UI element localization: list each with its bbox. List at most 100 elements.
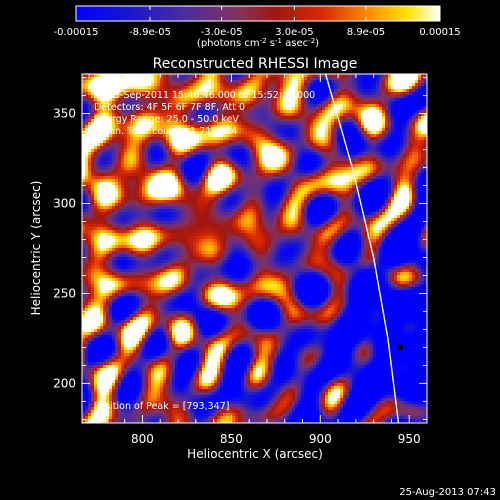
heatmap-cell xyxy=(331,149,335,153)
heatmap-cell xyxy=(340,185,344,189)
heatmap-cell xyxy=(280,134,284,138)
heatmap-cell xyxy=(328,191,332,195)
heatmap-cell xyxy=(286,101,290,105)
heatmap-cell xyxy=(376,152,380,156)
heatmap-cell xyxy=(304,176,308,180)
heatmap-cell xyxy=(220,164,224,168)
heatmap-cell xyxy=(295,188,299,192)
heatmap-cell xyxy=(148,128,152,132)
heatmap-cell xyxy=(415,80,419,84)
heatmap-cell xyxy=(373,95,377,99)
heatmap-cell xyxy=(331,77,335,81)
heatmap-cell xyxy=(229,161,233,165)
heatmap-cell xyxy=(208,137,212,141)
heatmap-cell xyxy=(145,92,149,96)
heatmap-cell xyxy=(397,122,401,126)
heatmap-cell xyxy=(190,152,194,156)
heatmap-cell xyxy=(172,113,176,117)
heatmap-cell xyxy=(244,146,248,150)
heatmap-cell xyxy=(223,80,227,84)
heatmap-cell xyxy=(229,107,233,111)
heatmap-cell xyxy=(202,116,206,120)
heatmap-cell xyxy=(283,170,287,174)
heatmap-cell xyxy=(175,80,179,84)
heatmap-cell xyxy=(91,80,95,84)
heatmap-cell xyxy=(379,155,383,159)
heatmap-cell xyxy=(118,131,122,135)
heatmap-cell xyxy=(187,83,191,87)
heatmap-cell xyxy=(229,122,233,126)
heatmap-cell xyxy=(217,197,221,201)
heatmap-cell xyxy=(391,140,395,144)
heatmap-cell xyxy=(172,200,176,204)
heatmap-cell xyxy=(232,86,236,90)
heatmap-cell xyxy=(226,134,230,138)
heatmap-cell xyxy=(304,161,308,165)
heatmap-cell xyxy=(358,77,362,81)
heatmap-cell xyxy=(310,176,314,180)
heatmap-cell xyxy=(88,86,92,90)
heatmap-cell xyxy=(238,101,242,105)
heatmap-cell xyxy=(88,164,92,168)
heatmap-cell xyxy=(361,101,365,105)
heatmap-cell xyxy=(109,104,113,108)
heatmap-cell xyxy=(250,134,254,138)
heatmap-cell xyxy=(181,200,185,204)
heatmap-cell xyxy=(208,98,212,102)
heatmap-cell xyxy=(319,197,323,201)
heatmap-cell xyxy=(334,179,338,183)
heatmap-cell xyxy=(292,122,296,126)
heatmap-cell xyxy=(190,119,194,123)
heatmap-cell xyxy=(328,188,332,192)
heatmap-cell xyxy=(244,107,248,111)
heatmap-cell xyxy=(184,173,188,177)
heatmap-cell xyxy=(298,188,302,192)
heatmap-cell xyxy=(328,95,332,99)
heatmap-cell xyxy=(109,158,113,162)
heatmap-cell xyxy=(127,176,131,180)
heatmap-cell xyxy=(196,110,200,114)
heatmap-cell xyxy=(421,125,425,129)
heatmap-cell xyxy=(373,176,377,180)
heatmap-cell xyxy=(352,194,356,198)
heatmap-cell xyxy=(316,161,320,165)
heatmap-cell xyxy=(139,167,143,171)
heatmap-cell xyxy=(304,182,308,186)
heatmap-cell xyxy=(229,191,233,195)
heatmap-cell xyxy=(403,122,407,126)
heatmap-cell xyxy=(406,74,410,78)
heatmap-cell xyxy=(193,104,197,108)
heatmap-cell xyxy=(88,170,92,174)
heatmap-cell xyxy=(364,95,368,99)
heatmap-cell xyxy=(241,131,245,135)
heatmap-cell xyxy=(199,161,203,165)
heatmap-cell xyxy=(115,92,119,96)
heatmap-cell xyxy=(418,158,422,162)
heatmap-cell xyxy=(244,80,248,84)
heatmap-cell xyxy=(151,89,155,93)
heatmap-cell xyxy=(181,176,185,180)
heatmap-cell xyxy=(253,101,257,105)
heatmap-cell xyxy=(247,110,251,114)
heatmap-cell xyxy=(292,188,296,192)
heatmap-cell xyxy=(409,167,413,171)
heatmap-cell xyxy=(106,155,110,159)
heatmap-cell xyxy=(313,98,317,102)
heatmap-cell xyxy=(244,122,248,126)
heatmap-cell xyxy=(214,185,218,189)
heatmap-cell xyxy=(265,86,269,90)
heatmap-cell xyxy=(409,74,413,78)
heatmap-cell xyxy=(178,164,182,168)
heatmap-cell xyxy=(316,101,320,105)
heatmap-cell xyxy=(358,185,362,189)
heatmap-cell xyxy=(133,131,137,135)
heatmap-cell xyxy=(106,158,110,162)
heatmap-cell xyxy=(154,128,158,132)
heatmap-cell xyxy=(202,92,206,96)
heatmap-cell xyxy=(334,83,338,87)
heatmap-cell xyxy=(109,149,113,153)
heatmap-cell xyxy=(103,158,107,162)
heatmap-cell xyxy=(367,137,371,141)
heatmap-cell xyxy=(91,83,95,87)
heatmap-cell xyxy=(409,137,413,141)
